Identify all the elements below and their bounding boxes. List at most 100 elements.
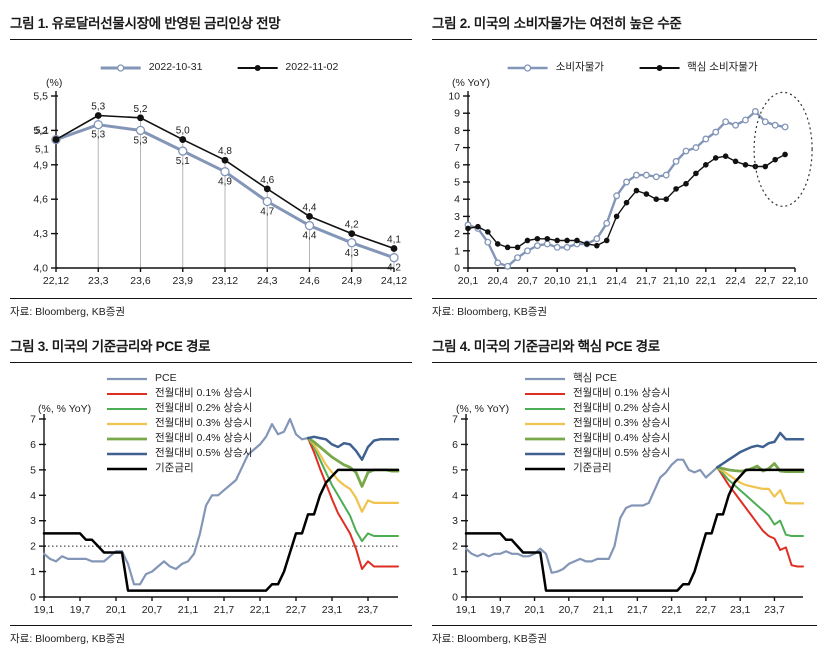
legend-label: 전월대비 0.4% 상승시 xyxy=(573,432,671,444)
legend-label: 2022-11-02 xyxy=(285,61,339,73)
series-전월대비 0.5% 상승시 xyxy=(306,435,400,461)
figure2-source-divider xyxy=(432,298,817,299)
svg-text:20,7: 20,7 xyxy=(517,275,538,287)
series-전월대비 0.5% 상승시 xyxy=(716,431,805,469)
svg-text:21,4: 21,4 xyxy=(606,275,627,287)
svg-text:9: 9 xyxy=(454,108,460,120)
axes: 0 1 2 3 4 5 6 7 8 9 10 20,1 20,4 20,7 20,10 21,1 21,4 21,… xyxy=(448,91,808,288)
svg-text:1: 1 xyxy=(452,566,458,578)
svg-text:4,0: 4,0 xyxy=(33,263,48,275)
legend-item: 2022-11-02 xyxy=(236,60,338,75)
svg-text:4,6: 4,6 xyxy=(260,175,274,186)
legend-label: 전월대비 0.2% 상승시 xyxy=(573,402,671,414)
figure4-legend: 핵심 PCE 전월대비 0.1% 상승시 전월대비 0.2% 상승시 전월대비 0.3… xyxy=(524,371,670,476)
figure1-plot: 4,0 4,3 4,6 4,9 5,2 5,5 22,12 23,3 23,6 23,9 23,12… xyxy=(33,91,407,288)
svg-text:5,2: 5,2 xyxy=(33,125,48,137)
legend-swatch-line xyxy=(107,377,147,380)
svg-text:24,3: 24,3 xyxy=(257,275,278,287)
svg-text:22,7: 22,7 xyxy=(696,604,717,616)
figure1-y-axis-unit-label: (%) xyxy=(46,77,63,89)
legend-swatch-line xyxy=(639,64,680,71)
svg-text:23,7: 23,7 xyxy=(358,604,379,616)
svg-text:4,2: 4,2 xyxy=(345,220,359,231)
series-기준금리 xyxy=(42,468,400,592)
svg-text:20,1: 20,1 xyxy=(524,604,545,616)
figure4-panel: 그림 4. 미국의 기준금리와 핵심 PCE 경로 (%, % YoY) 핵심 … xyxy=(432,319,817,646)
series-전월대비 0.3% 상승시 xyxy=(716,466,805,505)
svg-text:23,1: 23,1 xyxy=(730,604,751,616)
figure2-plot: 0 1 2 3 4 5 6 7 8 9 10 20,1 20,4 20,7 20,10 21,1 21,4 21,… xyxy=(448,91,813,288)
legend-item: 기준금리 xyxy=(106,461,252,476)
svg-text:5,5: 5,5 xyxy=(33,91,48,103)
legend-label: 기준금리 xyxy=(573,462,612,474)
svg-text:10: 10 xyxy=(448,91,460,103)
svg-text:19,1: 19,1 xyxy=(34,604,55,616)
figure1-legend: 2022-10-31 2022-11-02 xyxy=(100,60,338,75)
series-전월대비 0.2% 상승시 xyxy=(716,466,804,537)
report-figure-grid: 그림 1. 유로달러선물시장에 반영된 금리인상 전망 (%) 2022-10-… xyxy=(10,16,817,646)
svg-text:20,7: 20,7 xyxy=(559,604,580,616)
legend-label: 기준금리 xyxy=(155,462,194,474)
svg-text:20,1: 20,1 xyxy=(458,275,479,287)
figure4-source-divider xyxy=(432,625,817,626)
svg-text:7: 7 xyxy=(454,142,460,154)
legend-swatch-line xyxy=(525,467,565,470)
legend-item: 전월대비 0.2% 상승시 xyxy=(106,401,252,416)
series-전월대비 0.4% 상승시 xyxy=(715,462,805,473)
legend-label: 전월대비 0.3% 상승시 xyxy=(573,417,671,429)
figure3-legend: PCE 전월대비 0.1% 상승시 전월대비 0.2% 상승시 전월대비 0.3% 상… xyxy=(106,371,252,476)
point-labels-2022-10-31: 5,1 5,3 5,2 5,0 4,8 4,6 4,4 4,2 4,1 xyxy=(35,101,401,245)
svg-text:21,7: 21,7 xyxy=(636,275,657,287)
figure3-chart-area: (%, % YoY) PCE 전월대비 0.1% 상승시 전월대비 0.2% 상승시… xyxy=(10,363,412,625)
svg-text:4,9: 4,9 xyxy=(218,177,232,188)
figure3-y-axis-unit-label: (%, % YoY) xyxy=(38,403,92,415)
svg-text:5,0: 5,0 xyxy=(176,126,190,137)
figure4-plot: 0 1 2 3 4 5 6 7 19,1 19,7 20,1 20,7 21,1 21,7 22,1 22,7… xyxy=(452,414,805,616)
svg-text:24,12: 24,12 xyxy=(381,275,407,287)
svg-text:22,12: 22,12 xyxy=(43,275,69,287)
series-PCE xyxy=(42,417,310,586)
legend-swatch-line xyxy=(525,392,565,395)
svg-text:20,10: 20,10 xyxy=(544,275,570,287)
figure3-title-divider xyxy=(10,362,412,363)
figure2-legend: 소비자물가 핵심 소비자물가 xyxy=(507,60,758,75)
legend-item: 전월대비 0.4% 상승시 xyxy=(524,431,670,446)
svg-text:24,9: 24,9 xyxy=(342,275,363,287)
legend-swatch-line xyxy=(525,377,565,380)
legend-swatch-line xyxy=(525,422,565,425)
svg-text:19,7: 19,7 xyxy=(70,604,91,616)
legend-label: 소비자물가 xyxy=(555,61,605,73)
svg-text:7: 7 xyxy=(30,414,36,426)
figure4-chart-area: (%, % YoY) 핵심 PCE 전월대비 0.1% 상승시 전월대비 0.2% … xyxy=(432,363,817,625)
svg-text:23,1: 23,1 xyxy=(322,604,343,616)
figure2-source: 자료: Bloomberg, KB증권 xyxy=(432,306,548,318)
legend-item: 전월대비 0.5% 상승시 xyxy=(524,446,670,461)
svg-text:4,1: 4,1 xyxy=(387,235,401,246)
svg-text:4,4: 4,4 xyxy=(303,231,317,242)
svg-text:23,9: 23,9 xyxy=(173,275,194,287)
svg-text:21,1: 21,1 xyxy=(577,275,598,287)
svg-text:5: 5 xyxy=(30,464,36,476)
drop-lines xyxy=(55,115,395,268)
svg-text:6: 6 xyxy=(454,159,460,171)
legend-item: PCE xyxy=(106,371,252,386)
legend-swatch-line xyxy=(107,467,147,470)
figure2-chart-area: (% YoY) 소비자물가 핵심 소비자물가 0 1 2 3 4 5 6 7 8 9 10 20,1 20… xyxy=(432,40,817,298)
svg-text:4: 4 xyxy=(454,194,460,206)
legend-item: 소비자물가 xyxy=(507,60,604,75)
svg-text:4,6: 4,6 xyxy=(33,194,48,206)
legend-label: 전월대비 0.1% 상승시 xyxy=(573,387,671,399)
svg-text:3: 3 xyxy=(452,515,458,527)
svg-text:22,7: 22,7 xyxy=(286,604,307,616)
svg-text:0: 0 xyxy=(454,263,460,275)
svg-text:5,1: 5,1 xyxy=(35,145,49,156)
legend-label: 전월대비 0.4% 상승시 xyxy=(155,432,253,444)
svg-text:23,12: 23,12 xyxy=(212,275,238,287)
series-2022-11-02 xyxy=(52,112,398,252)
svg-text:4,3: 4,3 xyxy=(345,248,359,259)
svg-text:4,4: 4,4 xyxy=(303,202,317,213)
svg-text:0: 0 xyxy=(452,592,458,604)
figure1-chart-area: (%) 2022-10-31 2022-11-02 4,0 4,3 4,6 4,9 5,2… xyxy=(10,40,412,298)
svg-text:2: 2 xyxy=(454,228,460,240)
svg-text:5,1: 5,1 xyxy=(35,126,49,137)
